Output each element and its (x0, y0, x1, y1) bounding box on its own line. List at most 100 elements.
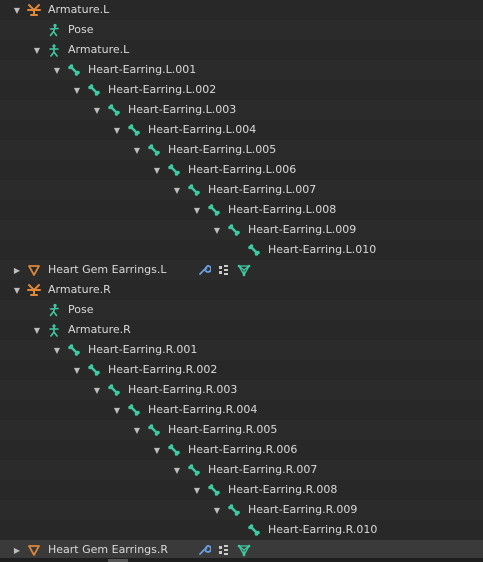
collapse-toggle-icon[interactable]: ▼ (53, 65, 61, 75)
bone-icon (226, 502, 242, 518)
collapse-toggle-icon[interactable]: ▼ (13, 285, 21, 295)
bone-row[interactable]: ▼ Heart-Earring.L.002 (0, 80, 483, 100)
bone-icon (146, 422, 162, 438)
bone-row[interactable]: ▼ Heart-Earring.L.003 (0, 100, 483, 120)
row-label: Heart-Earring.R.009 (248, 503, 358, 516)
bone-row[interactable]: ▼ Heart-Earring.L.007 (0, 180, 483, 200)
row-label: Heart-Earring.L.002 (108, 83, 217, 96)
collapse-toggle-icon[interactable]: ▼ (213, 225, 221, 235)
bone-row[interactable]: ▼ Heart-Earring.R.002 (0, 360, 483, 380)
collapse-toggle-icon[interactable]: ▼ (153, 165, 161, 175)
row-label: Heart-Earring.R.010 (268, 523, 378, 536)
bone-icon (86, 82, 102, 98)
collapse-toggle-icon[interactable]: ▼ (153, 445, 161, 455)
pose-row[interactable]: Pose (0, 20, 483, 40)
bone-icon (126, 122, 142, 138)
row-label: Heart-Earring.L.005 (168, 143, 277, 156)
expand-toggle-icon[interactable]: ▶ (13, 265, 21, 275)
row-label: Heart-Earring.R.005 (168, 423, 278, 436)
bone-row[interactable]: ▼ Heart-Earring.L.008 (0, 200, 483, 220)
bone-row[interactable]: ▼ Heart-Earring.R.006 (0, 440, 483, 460)
bone-row[interactable]: Heart-Earring.R.010 (0, 520, 483, 540)
collapse-toggle-icon[interactable]: ▼ (33, 45, 41, 55)
bone-row[interactable]: ▼ Heart-Earring.R.009 (0, 500, 483, 520)
collapse-toggle-icon[interactable]: ▼ (33, 325, 41, 335)
vertex-groups-icon[interactable] (216, 542, 232, 558)
horizontal-scrollbar[interactable] (0, 558, 483, 562)
bone-row[interactable]: ▼ Heart-Earring.R.001 (0, 340, 483, 360)
collapse-toggle-icon[interactable]: ▼ (73, 85, 81, 95)
collapse-toggle-icon[interactable]: ▼ (173, 185, 181, 195)
row-label: Heart-Earring.L.004 (148, 123, 257, 136)
bone-icon (186, 182, 202, 198)
bone-icon (186, 462, 202, 478)
collapse-toggle-icon[interactable]: ▼ (173, 465, 181, 475)
expand-toggle-icon[interactable]: ▶ (13, 545, 21, 555)
armature-object-icon (26, 282, 42, 298)
scrollbar-thumb[interactable] (108, 559, 128, 562)
bone-row[interactable]: ▼ Heart-Earring.L.005 (0, 140, 483, 160)
row-label: Armature.R (48, 283, 111, 296)
armature-object-row[interactable]: ▼ Armature.L (0, 0, 483, 20)
armature-data-icon (46, 322, 62, 338)
bone-row[interactable]: ▼ Heart-Earring.L.006 (0, 160, 483, 180)
mesh-data-icon[interactable] (236, 542, 252, 558)
collapse-toggle-icon[interactable]: ▼ (53, 345, 61, 355)
bone-icon (146, 142, 162, 158)
row-label: Heart-Earring.R.002 (108, 363, 218, 376)
pose-row[interactable]: Pose (0, 300, 483, 320)
mesh-data-icon[interactable] (236, 262, 252, 278)
collapse-toggle-icon[interactable]: ▼ (213, 505, 221, 515)
collapse-toggle-icon[interactable]: ▼ (193, 205, 201, 215)
wrench-icon[interactable] (196, 542, 212, 558)
row-label: Heart-Earring.R.001 (88, 343, 198, 356)
collapse-toggle-icon[interactable]: ▼ (13, 5, 21, 15)
row-label: Heart Gem Earrings.L (48, 263, 167, 276)
collapse-toggle-icon[interactable]: ▼ (93, 385, 101, 395)
collapse-toggle-icon[interactable]: ▼ (113, 125, 121, 135)
bone-icon (126, 402, 142, 418)
bone-icon (206, 202, 222, 218)
row-label: Heart-Earring.R.003 (128, 383, 238, 396)
row-label: Heart-Earring.L.009 (248, 223, 357, 236)
bone-row[interactable]: ▼ Heart-Earring.L.009 (0, 220, 483, 240)
bone-icon (106, 102, 122, 118)
collapse-toggle-icon[interactable]: ▼ (113, 405, 121, 415)
bone-row[interactable]: ▼ Heart-Earring.R.008 (0, 480, 483, 500)
row-label: Armature.L (68, 43, 130, 56)
armature-data-row[interactable]: ▼ Armature.L (0, 40, 483, 60)
bone-row[interactable]: ▼ Heart-Earring.L.004 (0, 120, 483, 140)
mesh-object-row[interactable]: ▶ Heart Gem Earrings.R (0, 540, 483, 560)
armature-data-icon (46, 42, 62, 58)
bone-row[interactable]: ▼ Heart-Earring.R.005 (0, 420, 483, 440)
mesh-object-row[interactable]: ▶ Heart Gem Earrings.L (0, 260, 483, 280)
row-label: Armature.L (48, 3, 110, 16)
pose-icon (46, 22, 62, 38)
bone-icon (226, 222, 242, 238)
row-label: Heart-Earring.L.006 (188, 163, 297, 176)
row-label: Heart-Earring.L.010 (268, 243, 377, 256)
bone-row[interactable]: Heart-Earring.L.010 (0, 240, 483, 260)
collapse-toggle-icon[interactable]: ▼ (193, 485, 201, 495)
bone-row[interactable]: ▼ Heart-Earring.L.001 (0, 60, 483, 80)
collapse-toggle-icon[interactable]: ▼ (73, 365, 81, 375)
bone-row[interactable]: ▼ Heart-Earring.R.007 (0, 460, 483, 480)
armature-object-icon (26, 2, 42, 18)
collapse-toggle-icon[interactable]: ▼ (133, 145, 141, 155)
vertex-groups-icon[interactable] (216, 262, 232, 278)
armature-data-row[interactable]: ▼ Armature.R (0, 320, 483, 340)
collapse-toggle-icon[interactable]: ▼ (133, 425, 141, 435)
bone-icon (206, 482, 222, 498)
wrench-icon[interactable] (196, 262, 212, 278)
bone-icon (86, 362, 102, 378)
pose-icon (46, 302, 62, 318)
row-label: Heart Gem Earrings.R (48, 543, 169, 556)
armature-object-row[interactable]: ▼ Armature.R (0, 280, 483, 300)
bone-icon (106, 382, 122, 398)
bone-icon (246, 242, 262, 258)
bone-row[interactable]: ▼ Heart-Earring.R.004 (0, 400, 483, 420)
collapse-toggle-icon[interactable]: ▼ (93, 105, 101, 115)
bone-row[interactable]: ▼ Heart-Earring.R.003 (0, 380, 483, 400)
row-label: Heart-Earring.R.006 (188, 443, 298, 456)
